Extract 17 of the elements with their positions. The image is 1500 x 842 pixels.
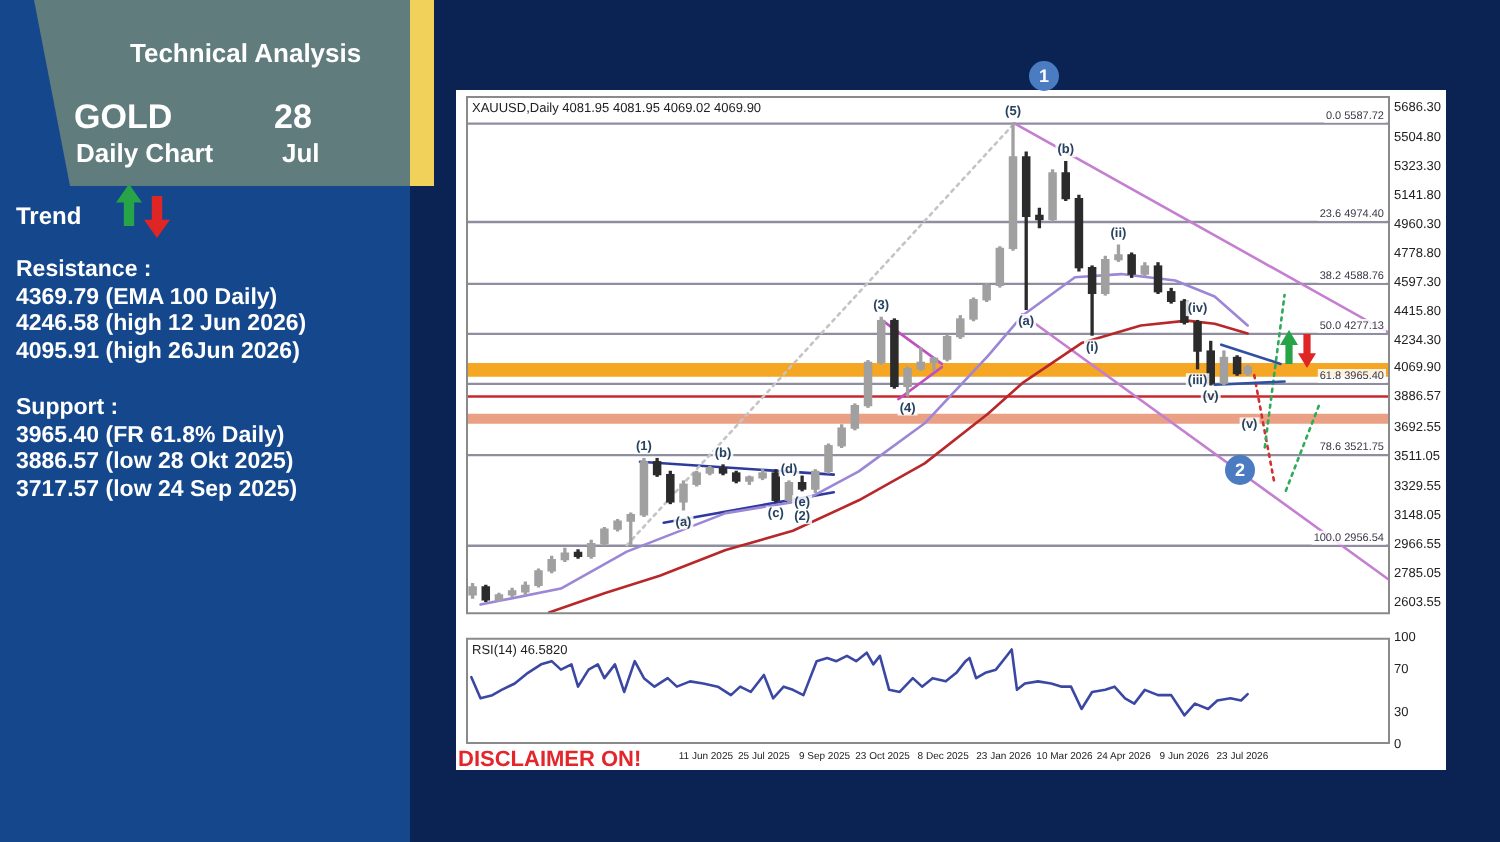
text: 4369.79 (EMA 100 Daily): [16, 285, 278, 311]
text: 1: [1038, 65, 1050, 86]
text: Daily Chart: [76, 138, 214, 168]
text: 3717.57 (low 24 Sep 2025): [16, 478, 298, 504]
text: 4095.91 (high 26Jun 2026): [16, 340, 300, 366]
text: 28: [274, 97, 312, 135]
text: DISCLAIMER ON!: [458, 748, 642, 772]
text: Jul: [282, 138, 320, 168]
text: Support :: [16, 395, 119, 421]
text: 3886.57 (low 28 Okt 2025): [16, 450, 294, 476]
text: Resistance :: [16, 258, 152, 284]
text: GOLD: [74, 97, 173, 135]
text: Technical Analysis: [130, 37, 362, 67]
annotation: 2: [1234, 459, 1246, 480]
text: 4246.58 (high 12 Jun 2026): [16, 312, 307, 338]
text: 3965.40 (FR 61.8% Daily): [16, 423, 285, 449]
text: Trend: [16, 201, 82, 230]
